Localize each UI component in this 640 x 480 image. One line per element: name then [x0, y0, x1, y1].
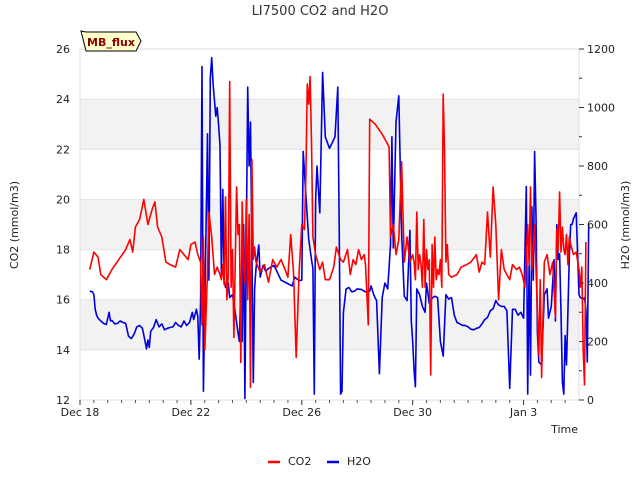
chart-title: LI7500 CO2 and H2O: [252, 4, 389, 19]
x-axis-label: Time: [550, 423, 578, 436]
series-line-co2: [88, 75, 587, 389]
y-left-tick-label: 22: [56, 143, 70, 156]
y-left-tick-label: 16: [56, 294, 70, 307]
background-band: [80, 99, 579, 150]
y-right-tick-label: 600: [587, 219, 608, 232]
y-axis-right-label: H2O (mmol/m3): [619, 181, 632, 270]
mb-flux-badge: MB_flux: [80, 30, 142, 52]
y-left-tick-label: 20: [56, 193, 70, 206]
x-tick-label: Jan 3: [509, 406, 537, 419]
badge-label: MB_flux: [87, 36, 135, 49]
right-y-axis: 0 200 400 600 800 1000 1200: [579, 43, 615, 407]
x-tick-label: Dec 26: [282, 406, 321, 419]
background-band: [80, 299, 579, 350]
x-tick-label: Dec 22: [171, 406, 210, 419]
x-axis: Dec 18 Dec 22 Dec 26 Dec 30 Jan 3: [61, 400, 566, 419]
y-axis-left-label: CO2 (mmol/m3): [8, 181, 21, 269]
y-left-tick-label: 12: [56, 394, 70, 407]
y-left-tick-label: 18: [56, 244, 70, 257]
x-tick-label: Dec 18: [61, 406, 100, 419]
x-tick-label: Dec 30: [393, 406, 432, 419]
y-left-tick-label: 24: [56, 93, 70, 106]
series-layer: [88, 56, 590, 400]
background-bands: [80, 99, 579, 350]
badge-shape: [80, 30, 142, 52]
y-right-tick-label: 400: [587, 277, 608, 290]
y-left-tick-label: 14: [56, 344, 70, 357]
y-right-tick-label: 1000: [587, 102, 615, 115]
y-right-tick-label: 200: [587, 336, 608, 349]
legend-label-co2: CO2: [288, 455, 311, 468]
legend-label-h2o: H2O: [347, 455, 371, 468]
y-right-tick-label: 800: [587, 160, 608, 173]
y-right-tick-label: 0: [587, 394, 594, 407]
left-y-axis: 12 14 16 18 20 22 24 26: [56, 43, 70, 407]
y-left-tick-label: 26: [56, 43, 70, 56]
y-right-tick-label: 1200: [587, 43, 615, 56]
legend: CO2 H2O: [268, 455, 371, 468]
series-line-h2o: [89, 56, 590, 400]
